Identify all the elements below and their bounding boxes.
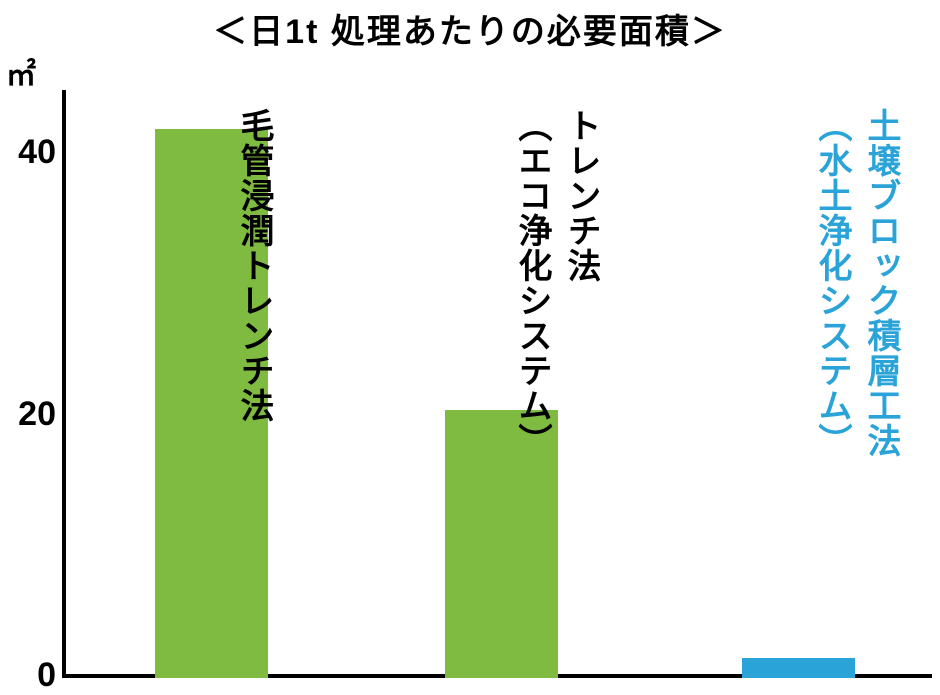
y-axis [62, 90, 66, 678]
bar-label: 土壌ブロック積層工法（水土浄化システム） [808, 108, 906, 458]
bar-label: トレンチ法（エコ浄化システム） [508, 108, 606, 458]
y-tick-label: 20 [0, 395, 56, 434]
y-tick-label: 40 [0, 133, 56, 172]
y-axis-unit: ㎡ [6, 50, 36, 94]
bar-label: 毛管浸潤トレンチ法 [230, 108, 279, 423]
y-tick-label: 0 [0, 656, 56, 695]
chart-title: ＜日1t 処理あたりの必要面積＞ [0, 4, 940, 53]
plot-area: 02040 [62, 90, 932, 678]
bar [742, 658, 855, 678]
